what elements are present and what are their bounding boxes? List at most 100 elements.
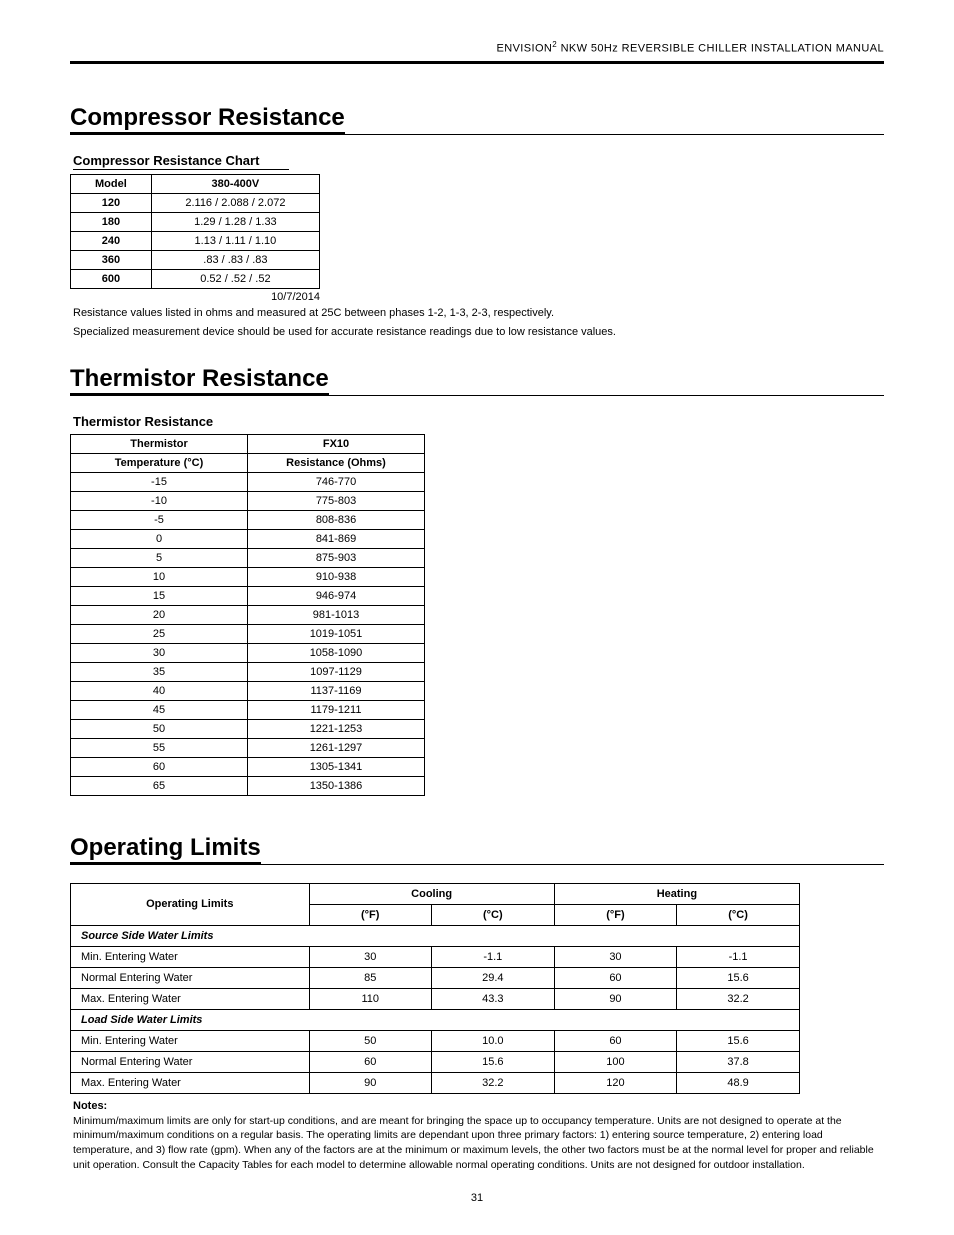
cell: 841-869 bbox=[248, 529, 425, 548]
compressor-resistance-title-text: Compressor Resistance bbox=[70, 104, 345, 134]
cell: 60 bbox=[309, 1051, 431, 1072]
cell: -5 bbox=[71, 510, 248, 529]
cell: 32.2 bbox=[677, 988, 800, 1009]
compressor-note-2: Specialized measurement device should be… bbox=[73, 325, 884, 341]
page: ENVISION2 NKW 50Hz REVERSIBLE CHILLER IN… bbox=[0, 0, 954, 1234]
table-row: Load Side Water Limits bbox=[71, 1009, 800, 1030]
table-row: -5808-836 bbox=[71, 510, 425, 529]
table-row: 601305-1341 bbox=[71, 757, 425, 776]
cell: 1137-1169 bbox=[248, 681, 425, 700]
page-number: 31 bbox=[70, 1192, 884, 1204]
cell: 25 bbox=[71, 624, 248, 643]
thermistor-resistance-title-text: Thermistor Resistance bbox=[70, 365, 329, 395]
th-temp: Temperature (°C) bbox=[71, 453, 248, 472]
cell: Max. Entering Water bbox=[71, 1072, 310, 1093]
cell: 875-903 bbox=[248, 548, 425, 567]
cell: Min. Entering Water bbox=[71, 1030, 310, 1051]
table-row: Min. Entering Water5010.06015.6 bbox=[71, 1030, 800, 1051]
header-bar: ENVISION2 NKW 50Hz REVERSIBLE CHILLER IN… bbox=[70, 40, 884, 64]
table-row: Thermistor FX10 bbox=[71, 434, 425, 453]
load-side-head: Load Side Water Limits bbox=[71, 1009, 800, 1030]
cell: 120 bbox=[554, 1072, 676, 1093]
table-row: Operating Limits Cooling Heating bbox=[71, 883, 800, 904]
cell: -15 bbox=[71, 472, 248, 491]
table-row: 2401.13 / 1.11 / 1.10 bbox=[71, 231, 320, 250]
table-row: 1202.116 / 2.088 / 2.072 bbox=[71, 193, 320, 212]
cell: 15.6 bbox=[431, 1051, 554, 1072]
cell: -1.1 bbox=[677, 946, 800, 967]
cell: 360 bbox=[71, 250, 152, 269]
th-voltage: 380-400V bbox=[151, 174, 319, 193]
cell: -10 bbox=[71, 491, 248, 510]
cell: 1.13 / 1.11 / 1.10 bbox=[151, 231, 319, 250]
thermistor-table: Thermistor FX10 Temperature (°C) Resista… bbox=[70, 434, 425, 796]
cell: 29.4 bbox=[431, 967, 554, 988]
cell: 30 bbox=[71, 643, 248, 662]
cell: 981-1013 bbox=[248, 605, 425, 624]
th-cooling: Cooling bbox=[309, 883, 554, 904]
table-row: 0841-869 bbox=[71, 529, 425, 548]
cell: Normal Entering Water bbox=[71, 967, 310, 988]
th-resistance: Resistance (Ohms) bbox=[248, 453, 425, 472]
cell: 20 bbox=[71, 605, 248, 624]
table-row: Model 380-400V bbox=[71, 174, 320, 193]
cell: 30 bbox=[554, 946, 676, 967]
compressor-chart-subhead: Compressor Resistance Chart bbox=[73, 153, 289, 170]
cell: 100 bbox=[554, 1051, 676, 1072]
cell: 1097-1129 bbox=[248, 662, 425, 681]
compressor-note-1: Resistance values listed in ohms and mea… bbox=[73, 306, 884, 322]
table-row: 251019-1051 bbox=[71, 624, 425, 643]
thermistor-subhead: Thermistor Resistance bbox=[73, 414, 213, 430]
cell: 15.6 bbox=[677, 967, 800, 988]
table-row: Max. Entering Water9032.212048.9 bbox=[71, 1072, 800, 1093]
table-row: 301058-1090 bbox=[71, 643, 425, 662]
th-unit-f: (°F) bbox=[309, 904, 431, 925]
cell: 1019-1051 bbox=[248, 624, 425, 643]
cell: 0 bbox=[71, 529, 248, 548]
table-row: Max. Entering Water11043.39032.2 bbox=[71, 988, 800, 1009]
cell: -1.1 bbox=[431, 946, 554, 967]
table-row: -10775-803 bbox=[71, 491, 425, 510]
cell: Normal Entering Water bbox=[71, 1051, 310, 1072]
cell: 5 bbox=[71, 548, 248, 567]
cell: 1261-1297 bbox=[248, 738, 425, 757]
table-row: 10910-938 bbox=[71, 567, 425, 586]
cell: 1350-1386 bbox=[248, 776, 425, 795]
cell: 0.52 / .52 / .52 bbox=[151, 269, 319, 288]
operating-limits-title-text: Operating Limits bbox=[70, 834, 261, 864]
header-text-right: NKW 50Hz REVERSIBLE CHILLER INSTALLATION… bbox=[557, 43, 884, 55]
cell: 946-974 bbox=[248, 586, 425, 605]
cell: 43.3 bbox=[431, 988, 554, 1009]
cell: 60 bbox=[71, 757, 248, 776]
th-unit-c: (°C) bbox=[677, 904, 800, 925]
table-row: 1801.29 / 1.28 / 1.33 bbox=[71, 212, 320, 231]
table-row: Source Side Water Limits bbox=[71, 925, 800, 946]
table-row: 6000.52 / .52 / .52 bbox=[71, 269, 320, 288]
cell: 10.0 bbox=[431, 1030, 554, 1051]
notes-heading: Notes: bbox=[73, 1100, 884, 1112]
cell: 50 bbox=[309, 1030, 431, 1051]
cell: 240 bbox=[71, 231, 152, 250]
cell: 50 bbox=[71, 719, 248, 738]
cell: 746-770 bbox=[248, 472, 425, 491]
cell: Max. Entering Water bbox=[71, 988, 310, 1009]
th-heating: Heating bbox=[554, 883, 799, 904]
cell: 15 bbox=[71, 586, 248, 605]
table-row: 401137-1169 bbox=[71, 681, 425, 700]
cell: 90 bbox=[309, 1072, 431, 1093]
compressor-table: Model 380-400V 1202.116 / 2.088 / 2.072 … bbox=[70, 174, 320, 289]
th-unit-f: (°F) bbox=[554, 904, 676, 925]
cell: 1058-1090 bbox=[248, 643, 425, 662]
table-row: 360.83 / .83 / .83 bbox=[71, 250, 320, 269]
cell: 775-803 bbox=[248, 491, 425, 510]
cell: 1.29 / 1.28 / 1.33 bbox=[151, 212, 319, 231]
th-thermistor: Thermistor bbox=[71, 434, 248, 453]
cell: 40 bbox=[71, 681, 248, 700]
table-row: Temperature (°C) Resistance (Ohms) bbox=[71, 453, 425, 472]
cell: 110 bbox=[309, 988, 431, 1009]
table-row: Min. Entering Water30-1.130-1.1 bbox=[71, 946, 800, 967]
cell: 90 bbox=[554, 988, 676, 1009]
operating-limits-title: Operating Limits bbox=[70, 834, 884, 865]
compressor-table-date: 10/7/2014 bbox=[70, 291, 320, 303]
cell: 30 bbox=[309, 946, 431, 967]
